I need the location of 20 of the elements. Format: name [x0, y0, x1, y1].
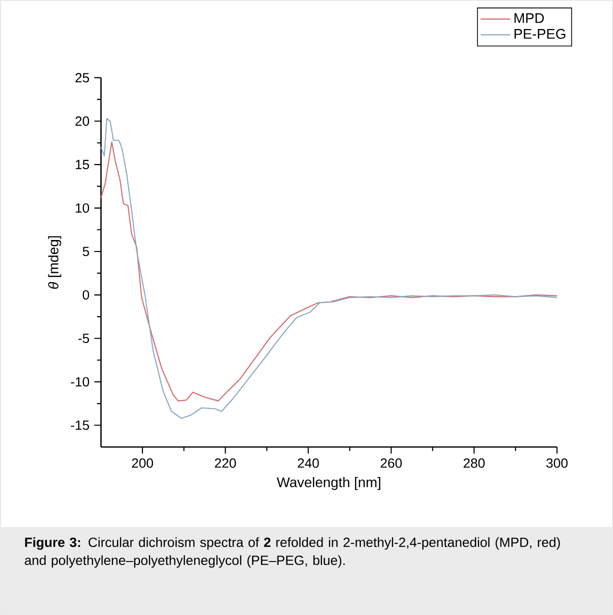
y-tick-label: 0: [82, 290, 90, 300]
y-tick-label: 25: [75, 72, 90, 82]
legend-label: MPD: [514, 13, 544, 23]
y-axis-title: θ [mdeg]: [48, 236, 62, 289]
x-axis-title: Wavelength [nm]: [276, 476, 380, 490]
legend-label: PE-PEG: [514, 28, 566, 39]
y-tick-label: -5: [78, 334, 90, 344]
x-tick-label: 200: [132, 458, 154, 468]
y-tick-label: 5: [82, 246, 90, 256]
x-tick-label: 280: [464, 458, 485, 468]
x-tick-label: 300: [546, 458, 568, 468]
y-tick-label: 20: [75, 116, 90, 126]
y-tick-label: 15: [76, 160, 90, 170]
y-tick-label: -15: [70, 420, 90, 430]
x-tick-label: 240: [298, 458, 319, 468]
x-tick-label: 260: [380, 458, 402, 468]
y-tick-label: 10: [76, 203, 90, 213]
x-tick-label: 220: [214, 458, 236, 468]
text: Figure 3: Circular dichroism spectra of 2 refolded in 2-methyl-2,4-pentanediol (MPD, red) and polyethylene–polyethyleneglycol (PE–PEG, blue).: [24, 537, 560, 568]
y-tick-label: -10: [70, 377, 90, 387]
